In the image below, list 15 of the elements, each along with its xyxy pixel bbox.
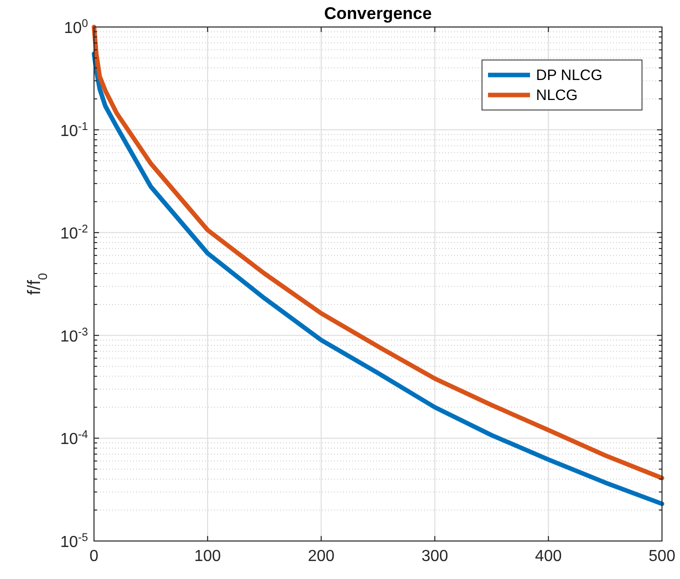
chart-title: Convergence: [324, 4, 432, 23]
x-tick-label: 0: [90, 548, 99, 565]
y-tick-label: 10$^{-3}$: [60, 326, 88, 346]
y-tick-label: 10$^{-5}$: [60, 532, 88, 551]
legend-label: NLCG: [536, 87, 578, 104]
x-tick-label: 300: [421, 548, 448, 565]
x-tick-label: 500: [648, 548, 676, 565]
x-tick-label: 100: [194, 548, 222, 565]
y-tick-label: 10$^{-1}$: [60, 120, 88, 140]
x-tick-label: 400: [535, 548, 562, 565]
y-tick-label: 10$^{-4}$: [60, 429, 88, 448]
x-tick-label: 200: [308, 548, 335, 565]
y-tick-label: 10$^{-2}$: [60, 224, 88, 243]
legend-label: DP NLCG: [536, 67, 602, 84]
y-tick-label: 10$^{0}$: [64, 18, 88, 37]
